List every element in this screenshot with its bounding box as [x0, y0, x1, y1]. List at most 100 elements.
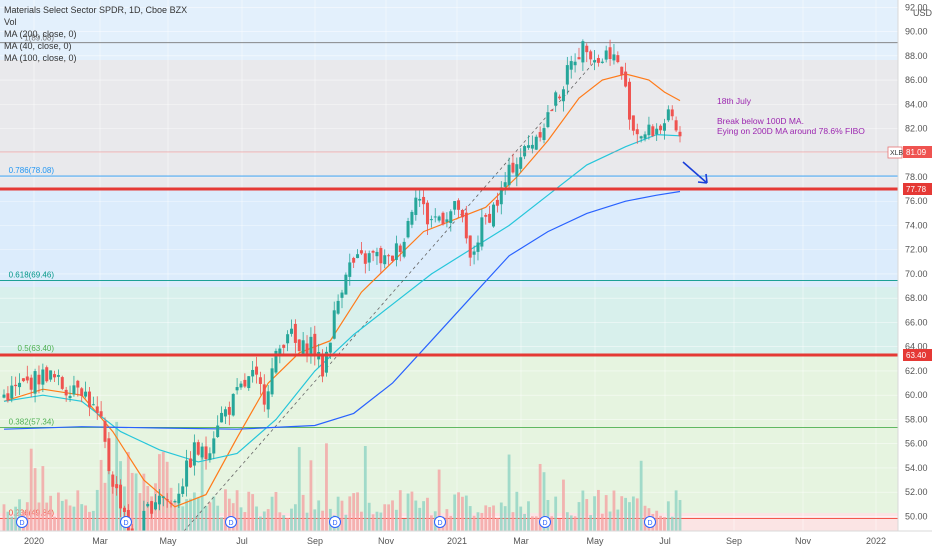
volume-bar [616, 509, 620, 531]
volume-bar [169, 487, 173, 531]
candle-body [321, 355, 325, 377]
volume-bar [678, 500, 682, 531]
volume-bar [25, 502, 29, 531]
dividend-marker[interactable] [120, 516, 132, 528]
dividend-marker-label: D [123, 520, 128, 527]
volume-bar [499, 502, 503, 531]
dividend-marker[interactable] [644, 516, 656, 528]
volume-bars [2, 421, 682, 531]
volume-bar [445, 509, 449, 531]
candle-body [367, 253, 371, 263]
candle-body [266, 391, 270, 410]
candle-body [526, 145, 530, 148]
time-axis[interactable] [0, 531, 932, 550]
candle-body [581, 41, 585, 63]
volume-bar [80, 504, 84, 531]
candle-body [231, 393, 235, 416]
candle-body [495, 199, 499, 206]
volume-bar [608, 511, 612, 531]
y-tick-label: 50.00 [905, 511, 928, 521]
x-tick-label: May [586, 536, 604, 546]
candle-body [662, 123, 666, 131]
volume-bar [519, 506, 523, 531]
dividend-marker[interactable] [225, 516, 237, 528]
candle-body [255, 366, 259, 375]
candle-body [511, 162, 515, 173]
fib-top-label: 1(89.08) [24, 34, 54, 43]
chart-title: Materials Select Sector SPDR, 1D, Cboe B… [4, 5, 187, 15]
dividend-marker[interactable] [539, 516, 551, 528]
candle-body [278, 348, 282, 356]
price-axis[interactable] [898, 0, 932, 531]
dividend-marker[interactable] [329, 516, 341, 528]
candle-body [76, 380, 80, 388]
volume-bar [99, 459, 103, 531]
volume-bar [464, 495, 468, 531]
volume-bar [511, 512, 515, 531]
y-tick-label: 54.00 [905, 463, 928, 473]
volume-bar [317, 500, 321, 531]
candle-body [309, 336, 313, 356]
candle-body [80, 388, 84, 396]
candle-body [484, 214, 488, 217]
candle-body [558, 96, 562, 99]
candle-body [600, 61, 604, 63]
volume-bar [554, 496, 558, 531]
y-tick-label: 52.00 [905, 487, 928, 497]
volume-bar [200, 447, 204, 531]
fib-label: 0.786(78.08) [9, 166, 55, 175]
volume-bar [371, 514, 375, 531]
candle-body [674, 120, 678, 131]
volume-bar [565, 512, 569, 531]
volume-bar [670, 516, 674, 531]
volume-bar [321, 510, 324, 531]
volume-bar [88, 511, 91, 531]
candle-body [115, 484, 119, 489]
volume-bar [305, 512, 309, 531]
down-arrow-icon [682, 161, 708, 184]
volume-bar [620, 496, 624, 531]
candle-body [119, 484, 123, 509]
dividend-marker[interactable] [434, 516, 446, 528]
candle-body [593, 60, 597, 63]
candle-body [445, 219, 449, 222]
candle-body [72, 385, 76, 395]
candle-body [185, 460, 189, 487]
volume-bar [383, 504, 387, 531]
dividend-marker[interactable] [16, 516, 28, 528]
candle-body [344, 274, 348, 295]
volume-bar [185, 499, 188, 531]
volume-bar [612, 490, 616, 531]
volume-bar [457, 492, 460, 531]
volume-bar [488, 507, 492, 531]
volume-bar [72, 506, 76, 531]
y-tick-label: 76.00 [905, 196, 928, 206]
volume-bar [472, 515, 476, 531]
volume-bar [496, 518, 499, 531]
candle-body [301, 340, 305, 354]
volume-bar [367, 502, 371, 531]
currency-label: USD [913, 8, 932, 18]
y-tick-label: 90.00 [905, 27, 928, 37]
volume-bar [414, 500, 418, 531]
volume-bar [45, 502, 49, 531]
y-tick-label: 70.00 [905, 269, 928, 279]
volume-bar [507, 454, 511, 531]
candle-body [68, 395, 72, 399]
zone-grey [0, 60, 898, 190]
candle-body [414, 197, 418, 215]
candle-body [651, 126, 655, 136]
candle-body [655, 128, 659, 135]
volume-bar [406, 493, 410, 531]
volume-bar [212, 496, 216, 531]
volume-bar [37, 502, 41, 531]
x-tick-label: Jul [659, 536, 671, 546]
y-tick-label: 56.00 [905, 439, 928, 449]
volume-bar [558, 518, 561, 531]
note-date: 18th July [717, 96, 752, 106]
volume-bar [278, 512, 282, 531]
volume-bar [352, 493, 356, 531]
volume-bar [301, 494, 305, 531]
volume-bar [523, 513, 526, 531]
